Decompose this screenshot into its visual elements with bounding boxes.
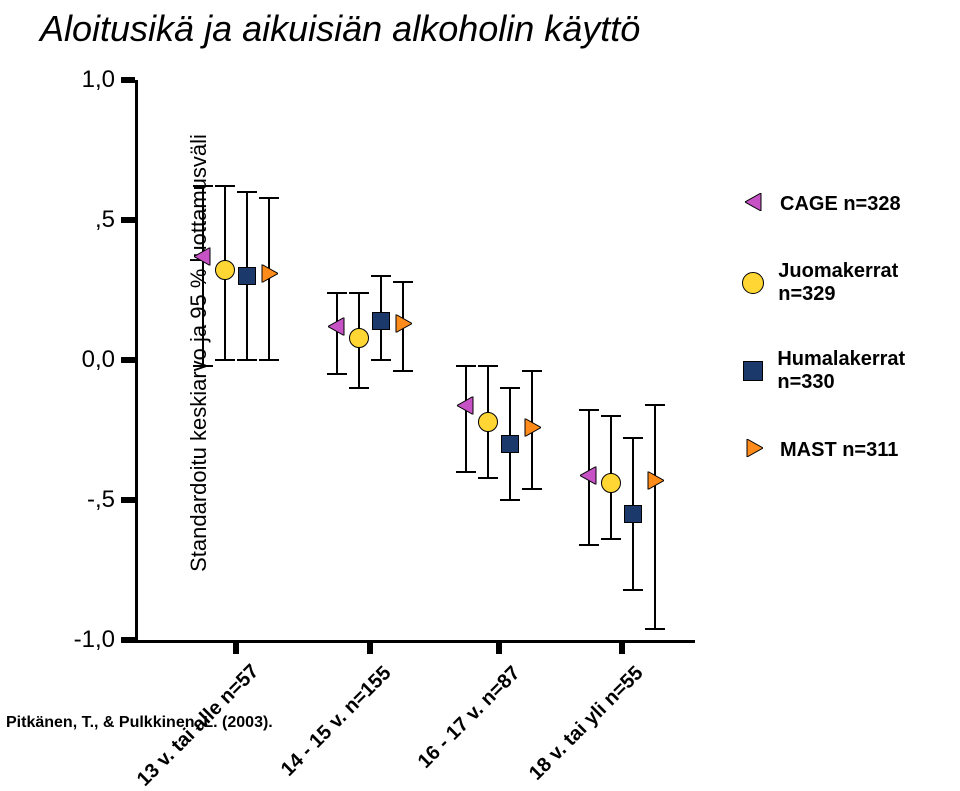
marker-humalakerrat xyxy=(624,505,642,523)
y-axis-line xyxy=(135,80,138,640)
whisker-top xyxy=(601,415,621,417)
whisker-top xyxy=(215,185,235,187)
x-tick-label: 16 - 17 v. n=87 xyxy=(396,662,525,791)
x-tick-label: 14 - 15 v. n=155 xyxy=(267,662,396,791)
y-tick xyxy=(121,217,135,223)
whisker-top xyxy=(579,409,599,411)
legend-row-humalakerrat: Humalakerrat n=330 xyxy=(740,348,950,394)
plot-region: 1,0,50,0-,5-1,013 v. tai alle n=5714 - 1… xyxy=(135,80,695,640)
whisker-bottom xyxy=(349,387,369,389)
whisker-top xyxy=(349,292,369,294)
legend-row-mast: MAST n=311 xyxy=(740,436,950,464)
legend: CAGE n=328 Juomakerrat n=329 Humalakerrat … xyxy=(740,190,950,506)
whisker-bottom xyxy=(393,370,413,372)
chart-area: Standardoitu keskiarvo ja 95 % luottamus… xyxy=(40,60,740,700)
whisker-bottom xyxy=(371,359,391,361)
whisker-top xyxy=(456,365,476,367)
y-tick-label: ,5 xyxy=(55,206,115,234)
marker-humalakerrat xyxy=(238,267,256,285)
whisker-bottom xyxy=(215,359,235,361)
marker-cage xyxy=(457,396,475,419)
whisker-bottom xyxy=(456,471,476,473)
error-bar xyxy=(202,186,204,365)
whisker-bottom xyxy=(259,359,279,361)
whisker-top xyxy=(371,275,391,277)
whisker-top xyxy=(193,185,213,187)
marker-cage xyxy=(194,248,212,271)
legend-row-juomakerrat: Juomakerrat n=329 xyxy=(740,260,950,306)
marker-juomakerrat xyxy=(601,473,621,493)
whisker-bottom xyxy=(327,373,347,375)
whisker-bottom xyxy=(579,544,599,546)
marker-cage xyxy=(580,466,598,489)
y-tick xyxy=(121,77,135,83)
marker-juomakerrat xyxy=(478,412,498,432)
marker-mast xyxy=(260,265,278,288)
whisker-top xyxy=(645,404,665,406)
legend-marker-cage xyxy=(740,190,768,218)
x-tick-label: 18 v. tai yli n=55 xyxy=(519,662,648,791)
legend-label: Juomakerrat n=329 xyxy=(778,260,950,306)
whisker-bottom xyxy=(623,589,643,591)
whisker-top xyxy=(478,365,498,367)
whisker-bottom xyxy=(601,538,621,540)
x-tick xyxy=(367,640,373,654)
marker-mast xyxy=(523,419,541,442)
legend-label: CAGE n=328 xyxy=(780,193,901,216)
legend-marker-mast xyxy=(740,436,768,464)
x-tick xyxy=(619,640,625,654)
y-tick xyxy=(121,497,135,503)
x-tick xyxy=(496,640,502,654)
whisker-bottom xyxy=(522,488,542,490)
whisker-top xyxy=(500,387,520,389)
error-bar xyxy=(654,405,656,629)
source-citation: Pitkänen, T., & Pulkkinen, L. (2003). xyxy=(6,714,273,732)
y-tick-label: -,5 xyxy=(55,486,115,514)
whisker-top xyxy=(623,437,643,439)
marker-humalakerrat xyxy=(501,435,519,453)
y-tick-label: 0,0 xyxy=(55,346,115,374)
marker-mast xyxy=(646,472,664,495)
whisker-top xyxy=(393,281,413,283)
whisker-top xyxy=(327,292,347,294)
y-tick xyxy=(121,357,135,363)
legend-label: Humalakerrat n=330 xyxy=(777,348,950,394)
whisker-bottom xyxy=(237,359,257,361)
chart-title: Aloitusikä ja aikuisiän alkoholin käyttö xyxy=(40,8,640,50)
marker-cage xyxy=(328,318,346,341)
marker-humalakerrat xyxy=(372,312,390,330)
whisker-top xyxy=(237,191,257,193)
x-tick xyxy=(233,640,239,654)
marker-juomakerrat xyxy=(349,328,369,348)
whisker-bottom xyxy=(500,499,520,501)
whisker-top xyxy=(522,370,542,372)
whisker-bottom xyxy=(478,477,498,479)
legend-marker-humalakerrat xyxy=(740,357,765,385)
legend-row-cage: CAGE n=328 xyxy=(740,190,950,218)
legend-marker-juomakerrat xyxy=(740,269,766,297)
marker-mast xyxy=(394,315,412,338)
legend-label: MAST n=311 xyxy=(780,439,898,462)
whisker-bottom xyxy=(645,628,665,630)
y-tick xyxy=(121,637,135,643)
y-tick-label: -1,0 xyxy=(55,626,115,654)
marker-juomakerrat xyxy=(215,260,235,280)
y-tick-label: 1,0 xyxy=(55,66,115,94)
x-axis-line xyxy=(135,640,695,643)
whisker-top xyxy=(259,197,279,199)
whisker-bottom xyxy=(193,365,213,367)
